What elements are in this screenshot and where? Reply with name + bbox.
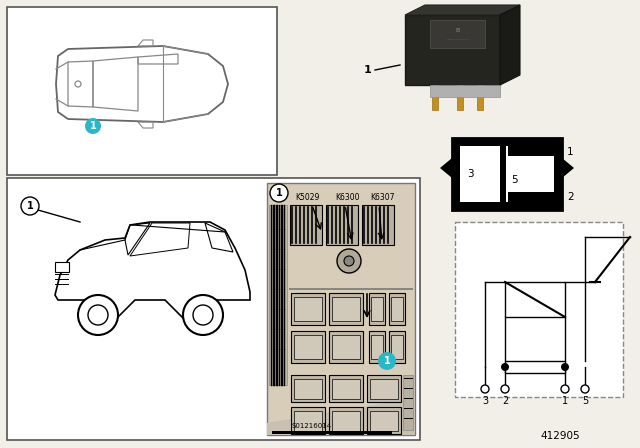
Bar xyxy=(369,293,385,325)
Bar xyxy=(329,407,363,434)
Circle shape xyxy=(183,295,223,335)
Bar xyxy=(370,411,398,431)
Circle shape xyxy=(501,385,509,393)
Polygon shape xyxy=(440,158,452,178)
Text: 5: 5 xyxy=(582,396,588,406)
Text: 412905: 412905 xyxy=(540,431,580,441)
Bar xyxy=(457,85,463,110)
Bar xyxy=(332,379,360,399)
Circle shape xyxy=(501,363,509,371)
Bar xyxy=(391,335,403,359)
Bar xyxy=(289,288,413,290)
Circle shape xyxy=(88,305,108,325)
Bar xyxy=(405,15,500,85)
Bar xyxy=(432,85,438,110)
Bar xyxy=(267,183,415,435)
Bar xyxy=(508,192,554,202)
Bar xyxy=(294,335,322,359)
Bar xyxy=(332,297,360,321)
Bar xyxy=(452,138,562,210)
Bar xyxy=(403,375,413,430)
Polygon shape xyxy=(267,398,415,435)
Bar xyxy=(371,297,383,321)
Bar xyxy=(389,293,405,325)
Text: K5029: K5029 xyxy=(295,193,319,202)
Text: ___________: ___________ xyxy=(446,36,470,40)
Polygon shape xyxy=(405,5,520,15)
Polygon shape xyxy=(562,158,574,178)
Bar xyxy=(430,20,485,48)
Text: 2: 2 xyxy=(502,396,508,406)
Text: 1: 1 xyxy=(364,65,372,75)
Bar xyxy=(294,379,322,399)
Bar xyxy=(326,205,358,245)
Circle shape xyxy=(378,352,396,370)
Text: 5: 5 xyxy=(511,175,517,185)
Text: 3: 3 xyxy=(467,169,474,179)
Bar xyxy=(7,7,277,175)
Text: S01216014: S01216014 xyxy=(292,423,332,429)
Bar xyxy=(332,411,360,431)
Bar xyxy=(55,262,69,272)
Bar xyxy=(269,205,287,385)
Text: K6300: K6300 xyxy=(335,193,360,202)
Circle shape xyxy=(193,305,213,325)
Bar xyxy=(362,205,394,245)
Circle shape xyxy=(481,385,489,393)
Bar xyxy=(370,379,398,399)
Bar xyxy=(369,331,385,363)
Bar xyxy=(291,331,325,363)
Circle shape xyxy=(344,256,354,266)
Bar xyxy=(500,146,506,202)
Bar xyxy=(294,297,322,321)
Bar xyxy=(290,205,322,245)
Circle shape xyxy=(21,197,39,215)
Circle shape xyxy=(85,118,101,134)
Bar xyxy=(477,85,483,110)
Bar xyxy=(294,411,322,431)
Bar xyxy=(291,407,325,434)
Text: B: B xyxy=(456,27,460,33)
Bar xyxy=(272,431,392,434)
Bar xyxy=(455,222,623,397)
Text: 3: 3 xyxy=(482,396,488,406)
Bar xyxy=(430,85,500,97)
Circle shape xyxy=(78,295,118,335)
Text: 2: 2 xyxy=(567,192,573,202)
Bar xyxy=(505,282,565,317)
Bar xyxy=(367,375,401,402)
Bar xyxy=(391,297,403,321)
Text: 1: 1 xyxy=(90,121,97,131)
Text: K6307: K6307 xyxy=(370,193,394,202)
Circle shape xyxy=(581,385,589,393)
Circle shape xyxy=(337,249,361,273)
Bar xyxy=(505,361,565,373)
Bar xyxy=(508,146,554,156)
Bar xyxy=(7,178,420,440)
Bar xyxy=(291,293,325,325)
Text: 1: 1 xyxy=(562,396,568,406)
Circle shape xyxy=(561,385,569,393)
Text: 1: 1 xyxy=(27,201,33,211)
Bar xyxy=(371,335,383,359)
Text: 1: 1 xyxy=(383,356,390,366)
Text: 1: 1 xyxy=(567,147,573,157)
Bar xyxy=(329,293,363,325)
Bar xyxy=(291,375,325,402)
Bar xyxy=(329,331,363,363)
Bar xyxy=(367,407,401,434)
Polygon shape xyxy=(500,5,520,85)
Bar xyxy=(332,335,360,359)
Circle shape xyxy=(270,184,288,202)
Text: 1: 1 xyxy=(276,188,282,198)
Bar xyxy=(329,375,363,402)
Bar xyxy=(389,331,405,363)
Bar xyxy=(460,146,554,202)
Circle shape xyxy=(75,81,81,87)
Circle shape xyxy=(561,363,569,371)
